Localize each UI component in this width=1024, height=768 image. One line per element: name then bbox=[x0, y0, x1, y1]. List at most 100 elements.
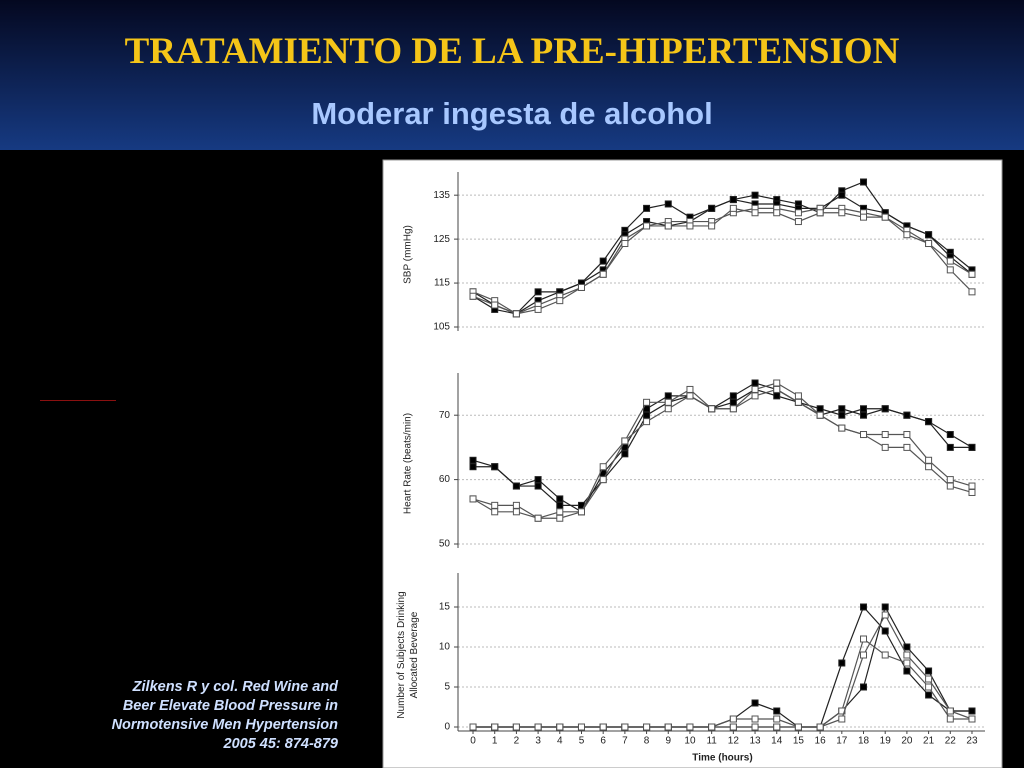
data-point bbox=[838, 659, 846, 667]
x-tick-label: 17 bbox=[836, 736, 848, 747]
x-tick-label: 5 bbox=[579, 736, 585, 747]
x-tick-label: 22 bbox=[945, 736, 957, 747]
data-point bbox=[903, 431, 911, 439]
data-point bbox=[664, 405, 672, 413]
data-point bbox=[838, 424, 846, 432]
x-tick-label: 11 bbox=[706, 736, 717, 747]
data-point bbox=[903, 651, 911, 659]
data-point bbox=[621, 723, 629, 731]
data-point bbox=[860, 651, 868, 659]
data-point bbox=[860, 405, 868, 413]
data-point bbox=[686, 392, 694, 400]
x-tick-label: 9 bbox=[665, 736, 671, 747]
data-point bbox=[751, 385, 759, 393]
data-point bbox=[881, 405, 889, 413]
data-point bbox=[577, 283, 585, 291]
x-tick-label: 21 bbox=[923, 736, 935, 747]
data-point bbox=[534, 514, 542, 522]
data-point bbox=[794, 398, 802, 406]
data-point bbox=[664, 200, 672, 208]
data-point bbox=[968, 270, 976, 278]
series-line bbox=[472, 194, 973, 315]
data-point bbox=[729, 392, 737, 400]
data-point bbox=[491, 508, 499, 516]
data-point bbox=[881, 603, 889, 611]
data-point bbox=[512, 501, 520, 509]
data-point bbox=[860, 431, 868, 439]
data-point bbox=[751, 723, 759, 731]
data-point bbox=[599, 257, 607, 265]
data-point bbox=[946, 431, 954, 439]
data-point bbox=[773, 715, 781, 723]
citation-line: 2005 45: 874-879 bbox=[223, 736, 339, 752]
data-point bbox=[751, 191, 759, 199]
data-point bbox=[860, 635, 868, 643]
data-point bbox=[534, 723, 542, 731]
data-point bbox=[686, 222, 694, 230]
x-tick-label: 3 bbox=[535, 736, 541, 747]
data-point bbox=[968, 488, 976, 496]
data-point bbox=[838, 411, 846, 419]
data-point bbox=[946, 715, 954, 723]
data-point bbox=[534, 482, 542, 490]
data-point bbox=[556, 514, 564, 522]
data-point bbox=[708, 204, 716, 212]
data-point bbox=[860, 213, 868, 221]
data-point bbox=[925, 683, 933, 691]
x-tick-label: 13 bbox=[749, 736, 761, 747]
data-point bbox=[968, 288, 976, 296]
y-tick-label: 50 bbox=[439, 539, 451, 550]
citation-line: Normotensive Men Hypertension bbox=[111, 717, 338, 733]
data-point bbox=[860, 683, 868, 691]
data-point bbox=[925, 675, 933, 683]
y-tick-label: 60 bbox=[439, 474, 451, 485]
divider bbox=[40, 400, 116, 401]
x-tick-label: 8 bbox=[644, 736, 650, 747]
data-point bbox=[751, 715, 759, 723]
data-point bbox=[773, 707, 781, 715]
data-point bbox=[794, 392, 802, 400]
data-point bbox=[751, 209, 759, 217]
x-tick-label: 1 bbox=[492, 736, 498, 747]
y-tick-label: 10 bbox=[439, 642, 451, 653]
data-point bbox=[794, 723, 802, 731]
data-point bbox=[491, 723, 499, 731]
x-tick-label: 16 bbox=[815, 736, 827, 747]
x-tick-label: 15 bbox=[793, 736, 805, 747]
data-point bbox=[968, 707, 976, 715]
series-line bbox=[472, 207, 973, 315]
y-tick-label: 115 bbox=[434, 278, 450, 289]
citation: Zilkens R y col. Red Wine and Beer Eleva… bbox=[112, 678, 338, 754]
data-point bbox=[469, 495, 477, 503]
data-point bbox=[729, 405, 737, 413]
x-tick-label: 12 bbox=[728, 736, 740, 747]
data-point bbox=[903, 667, 911, 675]
series-line bbox=[473, 613, 973, 728]
slide-subtitle: Moderar ingesta de alcohol bbox=[311, 96, 713, 131]
data-point bbox=[664, 392, 672, 400]
data-point bbox=[686, 723, 694, 731]
data-point bbox=[860, 178, 868, 186]
data-point bbox=[599, 270, 607, 278]
series-line bbox=[473, 388, 972, 506]
y-tick-label: 70 bbox=[439, 410, 451, 421]
data-point bbox=[729, 196, 737, 204]
data-point bbox=[577, 508, 585, 516]
data-point bbox=[903, 443, 911, 451]
data-point bbox=[968, 482, 976, 490]
citation-line: Beer Elevate Blood Pressure in bbox=[122, 698, 338, 714]
y-tick-label: 105 bbox=[433, 322, 450, 333]
y-axis-title: Heart Rate (beats/min) bbox=[403, 413, 414, 514]
data-point bbox=[946, 443, 954, 451]
data-point bbox=[881, 627, 889, 635]
series-line bbox=[472, 388, 973, 519]
data-point bbox=[599, 463, 607, 471]
data-point bbox=[816, 209, 824, 217]
data-point bbox=[946, 482, 954, 490]
data-point bbox=[469, 292, 477, 300]
data-point bbox=[512, 310, 520, 318]
y-axis-title: SBP (mmHg) bbox=[403, 225, 414, 284]
data-point bbox=[534, 288, 542, 296]
x-tick-label: 23 bbox=[966, 736, 978, 747]
